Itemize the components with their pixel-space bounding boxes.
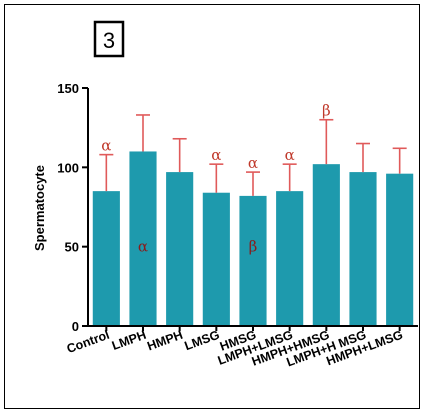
panel-label-frame	[93, 20, 125, 58]
annotation-top: α	[248, 154, 258, 172]
y-axis-label: Spermatocyte	[32, 165, 47, 251]
panel-label-box: 3	[93, 20, 125, 58]
x-tick-label: LMSG	[183, 328, 222, 354]
x-axis: ControlLMPHHMPHLMSGHMSGLMPH+LMSGHMPH+HMS…	[65, 325, 418, 369]
annotation-inside: β	[249, 237, 258, 255]
bar	[202, 192, 230, 326]
y-tick-label: 0	[72, 319, 79, 334]
y-tick-label: 50	[65, 240, 79, 255]
panel-label: 3	[103, 28, 115, 53]
annotation-top: α	[285, 146, 295, 164]
x-tick-label: LMPH	[110, 328, 148, 353]
bar	[349, 172, 377, 326]
bars: α α α α β α β	[92, 102, 414, 326]
bar	[312, 164, 340, 326]
bar	[166, 172, 194, 326]
y-axis: 0 50 100 150	[57, 81, 89, 334]
y-tick-label: 100	[57, 160, 79, 175]
annotation-top: α	[101, 137, 111, 155]
x-tick-label: HMPH	[145, 328, 184, 354]
bar	[92, 191, 120, 326]
y-tick-label: 150	[57, 81, 79, 96]
annotation-inside: α	[138, 237, 148, 255]
annotation-top: α	[211, 146, 221, 164]
bar	[386, 173, 414, 326]
bar	[129, 151, 157, 326]
bar	[239, 195, 267, 326]
annotation-top: β	[322, 102, 331, 120]
bar	[276, 191, 304, 326]
